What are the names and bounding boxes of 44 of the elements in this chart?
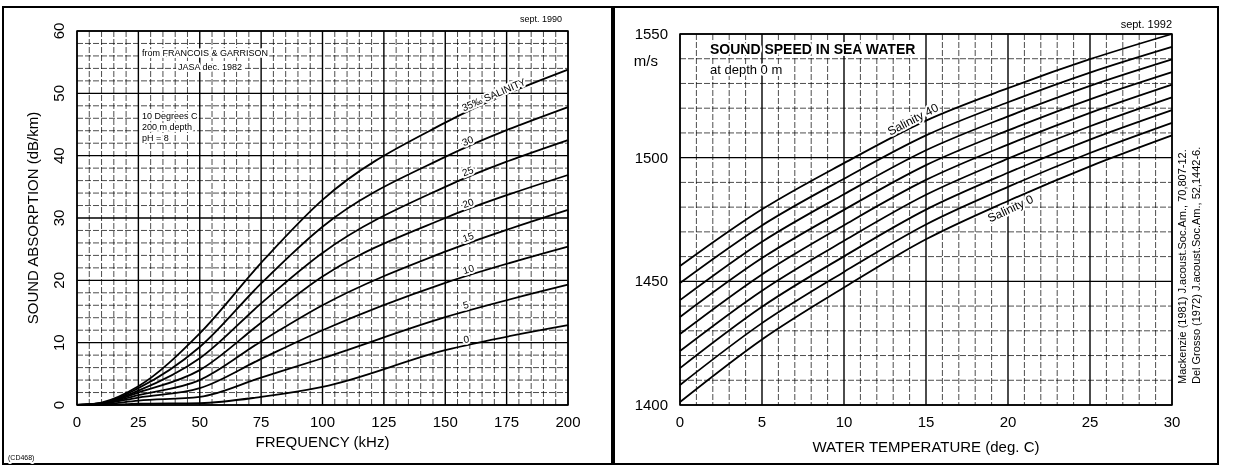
text: sept. 1992 bbox=[1120, 18, 1172, 30]
y-tick-label: 30 bbox=[50, 209, 67, 227]
annotation: 200 m depth bbox=[142, 122, 193, 132]
text: 20 bbox=[460, 195, 476, 211]
x-tick-label: 30 bbox=[1163, 413, 1181, 430]
x-tick-label: 200 bbox=[555, 413, 581, 430]
y-tick-label: 40 bbox=[50, 147, 67, 165]
text: 30 bbox=[460, 133, 476, 149]
text: 0 bbox=[462, 333, 471, 346]
y-tick-label: 0 bbox=[50, 400, 67, 410]
text: Mackenzie (1981) J.acoust.Soc.Am., 70,807-12. bbox=[1176, 149, 1188, 384]
x-tick-label: 75 bbox=[252, 413, 270, 430]
x-tick-label: 0 bbox=[675, 413, 685, 430]
y-axis-title: SOUND ABSORPTION (dB/km) bbox=[24, 111, 41, 325]
x-axis-title: WATER TEMPERATURE (deg. C) bbox=[812, 438, 1040, 455]
x-tick-label: 0 bbox=[72, 413, 82, 430]
x-tick-label: 25 bbox=[1081, 413, 1099, 430]
text: sept. 1990 bbox=[519, 14, 562, 24]
x-tick-label: 15 bbox=[917, 413, 935, 430]
x-axis-title: FREQUENCY (kHz) bbox=[255, 433, 390, 450]
text: 5 bbox=[461, 298, 471, 311]
y-tick-label: 60 bbox=[50, 22, 67, 40]
x-tick-label: 25 bbox=[130, 413, 147, 430]
x-tick-label: 125 bbox=[371, 413, 397, 430]
y-tick-label: 1500 bbox=[634, 148, 668, 166]
text: Del Grosso (1972) J.acoust.Soc.Am., 52,1442-6. bbox=[1190, 146, 1202, 384]
annotation: 10 Degrees C bbox=[142, 111, 199, 121]
x-tick-label: 5 bbox=[757, 413, 767, 430]
y-tick-label: 20 bbox=[50, 271, 67, 289]
y-tick-label: 1550 bbox=[634, 25, 668, 42]
y-tick-label: 1400 bbox=[634, 396, 668, 413]
x-tick-label: 10 bbox=[835, 413, 853, 430]
y-tick-label: 50 bbox=[50, 84, 67, 102]
text: 15 bbox=[461, 229, 476, 245]
y-axis-title: m/s bbox=[633, 52, 658, 69]
x-tick-label: 175 bbox=[494, 413, 520, 430]
x-tick-label: 100 bbox=[309, 413, 336, 430]
x-tick-label: 20 bbox=[999, 413, 1017, 430]
x-tick-label: 150 bbox=[432, 413, 458, 430]
x-tick-label: 50 bbox=[191, 413, 209, 430]
text: 10 bbox=[461, 262, 476, 277]
text: 25 bbox=[460, 164, 476, 179]
y-tick-label: 10 bbox=[50, 334, 67, 352]
y-tick-label: 1450 bbox=[634, 272, 668, 290]
